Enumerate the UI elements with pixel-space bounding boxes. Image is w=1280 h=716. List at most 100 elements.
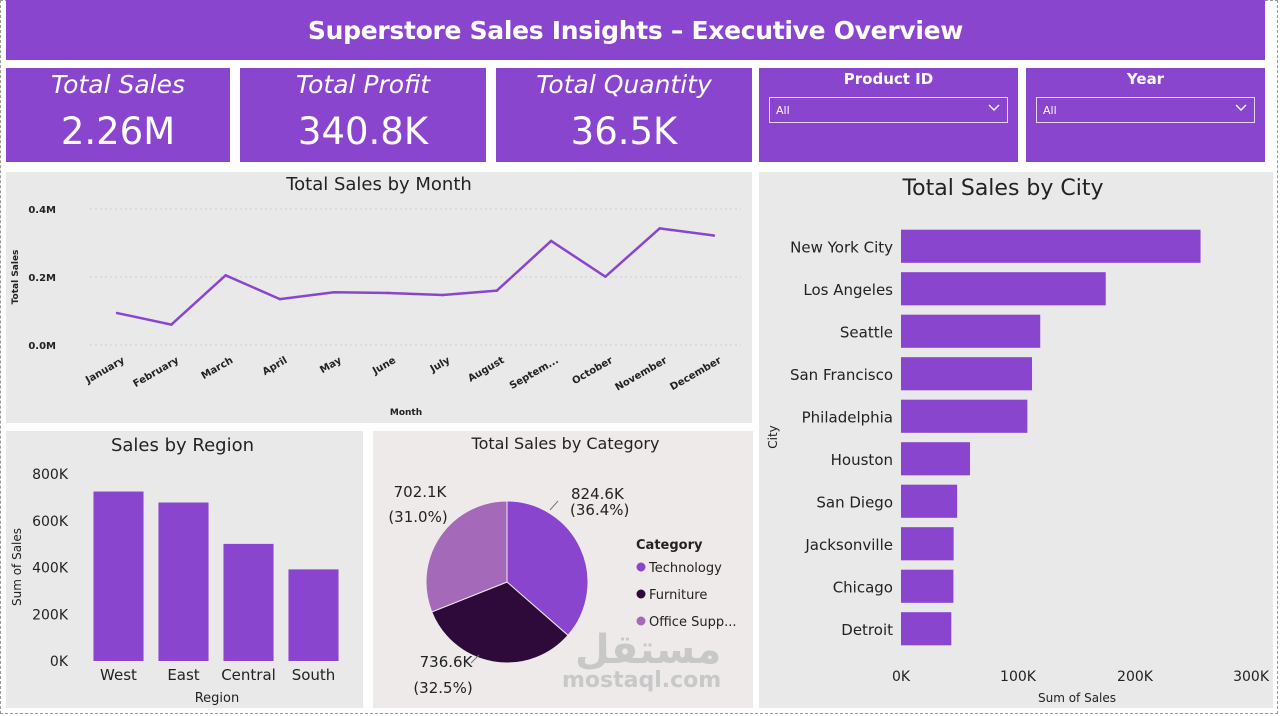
y-tick-label: 0.4M: [28, 205, 56, 216]
city-bar: [901, 229, 1201, 263]
data-point: [495, 289, 499, 292]
sales-line: [116, 227, 715, 326]
dashboard-title: Superstore Sales Insights – Executive Ov…: [307, 15, 964, 45]
data-point: [170, 323, 173, 326]
x-tick-label: East: [167, 666, 199, 684]
data-point: [278, 297, 282, 301]
x-tick-label: May: [318, 355, 344, 376]
city-bar: [901, 612, 952, 646]
x-tick-label: South: [292, 666, 336, 684]
kpi-card-total-profit: Total Profit 340.8K: [240, 68, 486, 162]
kpi-card-total-quantity: Total Quantity 36.5K: [496, 68, 752, 162]
x-axis-title: Region: [195, 691, 240, 706]
region-chart-panel: Sales by Region 0K 200K 400K 600K 800K West Ea…: [6, 431, 363, 708]
city-chart-title: Total Sales by City: [902, 176, 1104, 201]
slicer-year: Year All: [1026, 68, 1265, 162]
pie-slice: [431, 581, 569, 664]
region-bar: [93, 491, 144, 661]
data-point: [332, 291, 336, 294]
chevron-down-icon: [988, 104, 1000, 111]
city-label: Jacksonville: [804, 536, 893, 554]
city-bar: [901, 399, 1028, 433]
product-id-dropdown[interactable]: All: [769, 97, 1008, 123]
city-label: New York City: [790, 238, 893, 256]
city-bar: [901, 527, 954, 561]
year-dropdown[interactable]: All: [1036, 97, 1255, 123]
x-axis-title: Month: [390, 408, 422, 418]
legend-marker: [636, 616, 646, 626]
y-tick-label: 800K: [32, 467, 69, 483]
city-label: San Diego: [816, 493, 893, 511]
legend-item: Office Supp...: [649, 615, 736, 630]
data-point: [441, 293, 444, 297]
x-tick-label: 200K: [1117, 669, 1154, 685]
city-label: Houston: [831, 451, 893, 469]
legend-marker: [636, 562, 646, 572]
y-tick-label: 600K: [32, 514, 69, 530]
month-line-chart: 0.0M 0.2M 0.4M January February March April May…: [11, 205, 741, 418]
slice-value-label: 824.6K: [571, 485, 625, 503]
y-tick-label: 400K: [32, 561, 69, 577]
watermark-latin: mostaql.com: [562, 668, 722, 693]
data-point: [224, 274, 227, 277]
x-axis-title: Sum of Sales: [1038, 691, 1116, 705]
data-point: [115, 311, 119, 315]
y-tick-label: 0.2M: [28, 273, 56, 284]
mostaql-watermark: مستقل mostaql.com: [562, 630, 721, 692]
dropdown-value: All: [1043, 104, 1057, 117]
kpi-label: Total Profit: [295, 70, 431, 99]
y-tick-label: 200K: [32, 607, 69, 623]
city-label: Seattle: [840, 323, 893, 341]
city-bar-chart: New York City Los Angeles Seattle San Franc…: [766, 229, 1270, 705]
month-chart-panel: Total Sales by Month 0.0M 0.2M 0.4M January…: [6, 172, 752, 423]
y-tick-label: 0K: [50, 654, 69, 670]
data-point: [549, 239, 553, 243]
legend-title: Category: [636, 538, 703, 553]
watermark-arabic: مستقل: [574, 627, 722, 673]
legend-marker: [636, 589, 646, 599]
region-bar: [223, 543, 274, 661]
dashboard-header: Superstore Sales Insights – Executive Ov…: [6, 0, 1265, 60]
category-chart-title: Total Sales by Category: [471, 434, 660, 453]
category-pie-chart: 824.6K(36.4%) 736.6K (32.5%) 702.1K (31.0%) C…: [388, 483, 736, 697]
x-tick-label: Septem...: [508, 355, 561, 392]
kpi-value: 340.8K: [297, 110, 429, 153]
x-tick-label: October: [570, 355, 614, 387]
city-bar: [901, 314, 1041, 348]
label-leader-line: [470, 654, 480, 664]
slicer-label: Year: [1126, 70, 1165, 88]
y-axis-title: City: [766, 425, 780, 449]
x-tick-label: West: [100, 666, 137, 684]
x-tick-label: 100K: [1000, 669, 1037, 685]
slicer-product-id: Product ID All: [759, 68, 1018, 162]
kpi-value: 36.5K: [570, 110, 678, 153]
kpi-value: 2.26M: [60, 110, 176, 153]
city-label: Philadelphia: [802, 408, 893, 426]
category-chart-panel: Total Sales by Category 824.6K (36.4%) 736…: [373, 431, 753, 708]
x-tick-label: August: [466, 355, 506, 385]
slice-percent-label: (31.0%): [388, 508, 447, 526]
slice-percent-label: (32.5%): [413, 679, 472, 697]
slicer-label: Product ID: [843, 70, 934, 88]
city-label: Detroit: [841, 621, 893, 639]
x-tick-label: June: [370, 355, 398, 378]
city-label: Los Angeles: [803, 281, 893, 299]
kpi-label: Total Quantity: [536, 70, 712, 99]
slice-value-label: 736.6K: [420, 653, 474, 671]
region-bar-chart: 0K 200K 400K 600K 800K West East Central South Re…: [10, 467, 339, 706]
x-tick-label: January: [83, 355, 127, 387]
x-tick-label: November: [614, 355, 670, 393]
pie-slice: [506, 500, 589, 637]
x-tick-label: Central: [221, 666, 276, 684]
month-chart-title: Total Sales by Month: [286, 174, 472, 195]
slice-value-label: 702.1K: [394, 483, 448, 501]
x-tick-label: December: [668, 355, 723, 393]
kpi-card-total-sales: Total Sales 2.26M: [6, 68, 230, 162]
region-bar: [158, 502, 209, 661]
kpi-label: Total Sales: [50, 70, 186, 99]
y-axis-title: Sum of Sales: [10, 528, 24, 606]
x-tick-label: 0K: [892, 669, 911, 685]
region-bar: [288, 569, 339, 661]
legend-item: Furniture: [649, 588, 707, 603]
x-tick-label: 300K: [1233, 669, 1270, 685]
